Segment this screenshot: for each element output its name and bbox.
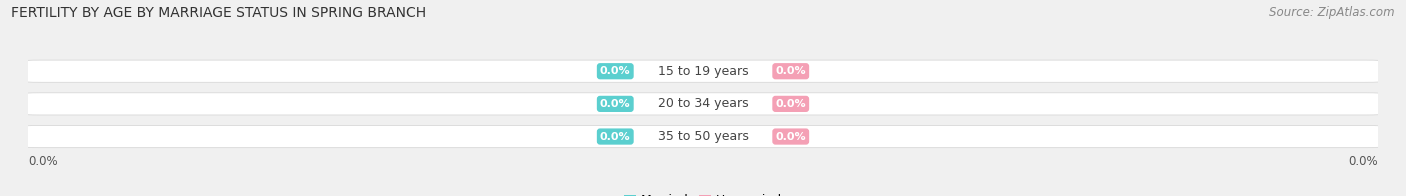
Text: FERTILITY BY AGE BY MARRIAGE STATUS IN SPRING BRANCH: FERTILITY BY AGE BY MARRIAGE STATUS IN S… — [11, 6, 426, 20]
Text: 15 to 19 years: 15 to 19 years — [658, 65, 748, 78]
Legend: Married, Unmarried: Married, Unmarried — [624, 194, 782, 196]
FancyBboxPatch shape — [21, 93, 1385, 115]
FancyBboxPatch shape — [21, 60, 1385, 82]
Text: 0.0%: 0.0% — [28, 155, 58, 169]
Text: 35 to 50 years: 35 to 50 years — [658, 130, 748, 143]
Text: 0.0%: 0.0% — [776, 99, 806, 109]
Text: 0.0%: 0.0% — [600, 132, 630, 142]
Text: 0.0%: 0.0% — [600, 66, 630, 76]
Text: 0.0%: 0.0% — [1348, 155, 1378, 169]
Text: 20 to 34 years: 20 to 34 years — [658, 97, 748, 110]
Text: 0.0%: 0.0% — [600, 99, 630, 109]
Text: 0.0%: 0.0% — [776, 132, 806, 142]
Text: 0.0%: 0.0% — [776, 66, 806, 76]
FancyBboxPatch shape — [21, 125, 1385, 148]
Text: Source: ZipAtlas.com: Source: ZipAtlas.com — [1270, 6, 1395, 19]
